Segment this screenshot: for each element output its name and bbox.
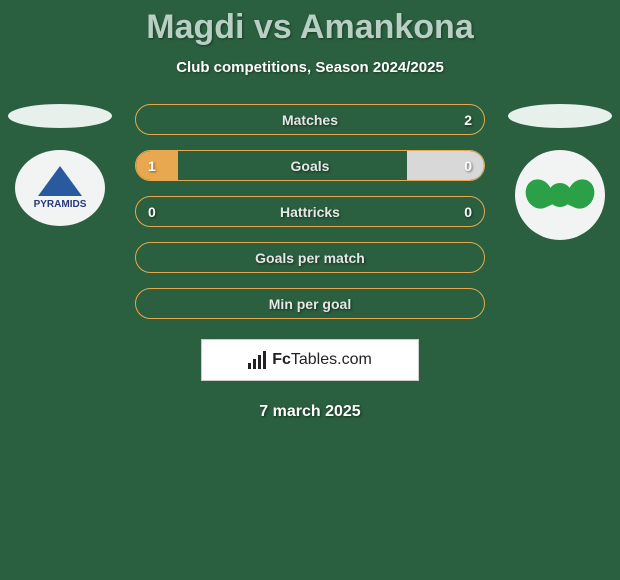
- stat-left-value: 0: [148, 204, 156, 220]
- stat-row: Goals per match: [135, 242, 485, 273]
- left-player-side: PYRAMIDS: [5, 104, 115, 226]
- comparison-row: PYRAMIDS Matches 2 1 Goals 0 0 Hattricks 0 Goals…: [0, 104, 620, 319]
- left-badge-text: PYRAMIDS: [34, 200, 87, 210]
- stat-row: Min per goal: [135, 288, 485, 319]
- brand-text: FcTables.com: [272, 351, 372, 369]
- brand-strong: Fc: [272, 351, 291, 368]
- triangle-icon: [38, 166, 82, 196]
- page-subtitle: Club competitions, Season 2024/2025: [0, 59, 620, 76]
- page-title: Magdi vs Amankona: [0, 8, 620, 47]
- stat-label: Goals: [291, 158, 330, 174]
- eagle-logo: [530, 165, 590, 225]
- stat-right-value: 2: [464, 112, 472, 128]
- eagle-icon: [548, 183, 572, 207]
- stat-label: Min per goal: [269, 296, 351, 312]
- stat-fill-left: [136, 151, 178, 180]
- right-player-silhouette: [508, 104, 612, 128]
- stat-left-value: 1: [148, 158, 156, 174]
- stat-label: Matches: [282, 112, 338, 128]
- stat-row: 1 Goals 0: [135, 150, 485, 181]
- stat-row: Matches 2: [135, 104, 485, 135]
- brand-attribution[interactable]: FcTables.com: [201, 339, 419, 381]
- pyramids-logo: PYRAMIDS: [34, 166, 87, 210]
- left-team-badge: PYRAMIDS: [15, 150, 105, 226]
- stats-column: Matches 2 1 Goals 0 0 Hattricks 0 Goals per matc…: [135, 104, 485, 319]
- date-text: 7 march 2025: [0, 403, 620, 421]
- stat-fill-right: [407, 151, 484, 180]
- stat-row: 0 Hattricks 0: [135, 196, 485, 227]
- stat-label: Hattricks: [280, 204, 340, 220]
- bar-chart-icon: [248, 351, 266, 369]
- stat-right-value: 0: [464, 158, 472, 174]
- brand-rest: Tables.com: [291, 351, 372, 368]
- right-team-badge: [515, 150, 605, 240]
- right-player-side: [505, 104, 615, 240]
- stat-label: Goals per match: [255, 250, 365, 266]
- stat-right-value: 0: [464, 204, 472, 220]
- left-player-silhouette: [8, 104, 112, 128]
